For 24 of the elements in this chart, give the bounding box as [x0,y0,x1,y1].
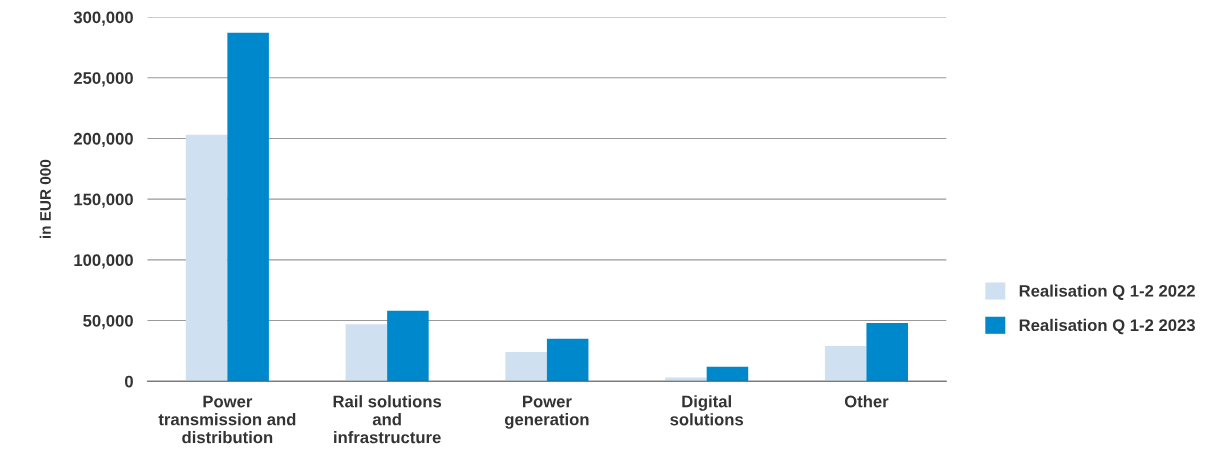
y-tick-label: 50,000 [83,314,133,330]
bar [505,352,547,382]
bar [706,366,749,382]
bar [866,322,908,382]
y-tick-label: 300,000 [73,11,133,26]
legend-label: Realisation Q 1-2 2022 [1019,284,1195,300]
bar [387,310,429,382]
legend-label: Realisation Q 1-2 2023 [1019,318,1195,335]
y-tick-label: 250,000 [73,72,133,87]
x-tick-label: Power transmission and distribution [158,395,296,444]
y-axis-title: in EUR 000 [39,159,51,238]
x-tick-label: Other [844,395,889,408]
x-tick-label: Power generation [504,395,589,429]
y-tick-label: 150,000 [74,193,133,208]
bar [824,346,867,382]
bar [185,134,228,382]
bar [345,324,388,382]
bar [227,32,269,382]
y-tick-label: 0 [124,375,133,388]
bar [546,338,589,382]
x-tick-label: Rail solutions and infrastructure [333,395,442,444]
x-tick-label: Digital solutions [670,395,744,426]
y-tick-label: 200,000 [73,132,133,148]
y-tick-label: 100,000 [74,254,133,269]
